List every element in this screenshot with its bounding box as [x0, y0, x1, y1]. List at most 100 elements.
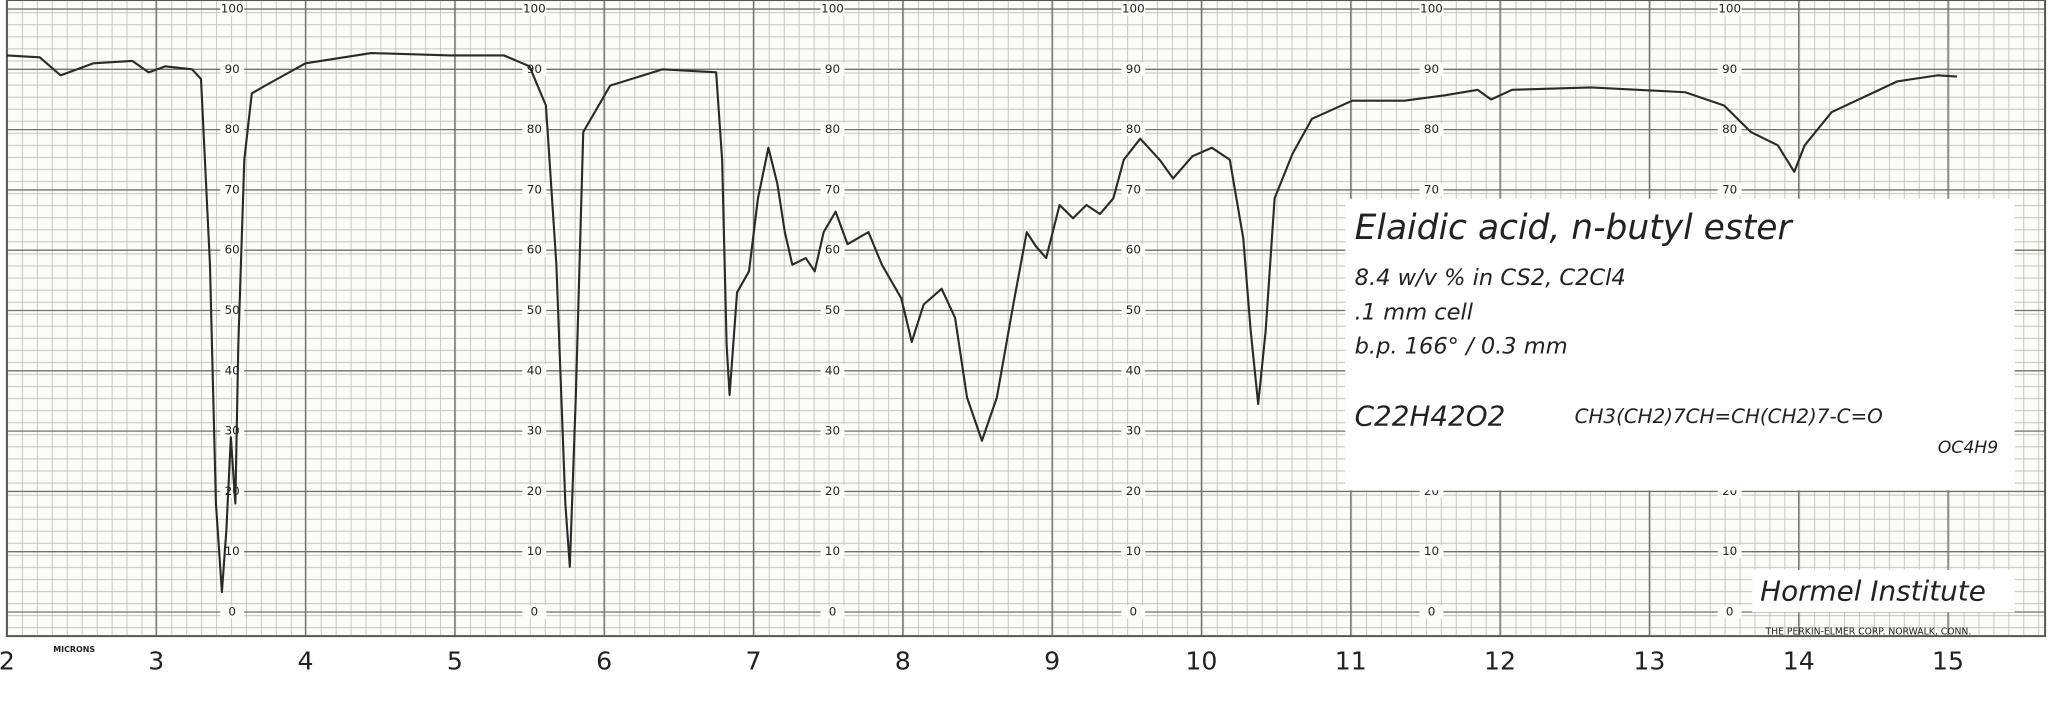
y-label-bg	[220, 545, 245, 559]
y-tick-label: 40	[825, 363, 840, 377]
y-tick-label: 30	[1126, 424, 1141, 438]
y-label-bg	[522, 605, 547, 619]
y-label-bg	[522, 545, 547, 559]
y-tick-label: 10	[1722, 544, 1737, 558]
x-tick-label: 8	[895, 647, 911, 676]
y-label-bg	[1717, 2, 1742, 16]
x-tick-label: 6	[596, 647, 612, 676]
y-label-bg	[820, 484, 845, 499]
y-tick-label: 100	[221, 2, 244, 16]
y-tick-label: 70	[1722, 182, 1737, 196]
y-tick-label: 60	[225, 243, 240, 257]
y-label-bg	[1121, 545, 1146, 559]
y-tick-label: 60	[825, 243, 840, 257]
formula: C22H42O2	[1355, 399, 1506, 432]
y-tick-label: 20	[225, 484, 240, 498]
y-tick-label: 80	[1722, 122, 1737, 136]
y-tick-label: 20	[1126, 484, 1141, 498]
y-tick-label: 40	[225, 363, 240, 377]
compound-name: Elaidic acid, n-butyl ester	[1355, 208, 1794, 248]
y-label-bg	[1419, 123, 1444, 137]
y-tick-label: 10	[225, 544, 240, 558]
y-tick-label: 90	[1126, 62, 1141, 76]
x-tick-label: 15	[1932, 647, 1964, 676]
y-tick-label: 10	[1126, 544, 1141, 558]
y-label-bg	[820, 123, 845, 137]
y-tick-label: 60	[1126, 243, 1141, 257]
y-tick-label: 100	[1718, 2, 1741, 16]
y-tick-label: 40	[1126, 363, 1141, 377]
y-tick-label: 90	[825, 62, 840, 76]
y-label-bg	[1121, 2, 1146, 16]
y-tick-label: 50	[825, 303, 840, 317]
y-tick-label: 30	[825, 424, 840, 438]
y-label-bg	[522, 183, 547, 197]
y-tick-label: 70	[527, 182, 542, 196]
y-tick-label: 100	[1420, 2, 1443, 16]
concentration: 8.4 w/v % in CS2, C2Cl4	[1355, 265, 1626, 291]
y-label-bg	[522, 424, 547, 438]
y-label-bg	[1121, 303, 1146, 318]
x-tick-label: 3	[148, 647, 164, 676]
y-tick-label: 80	[1126, 122, 1141, 136]
y-tick-label: 0	[531, 604, 539, 618]
x-tick-label: 14	[1783, 647, 1815, 676]
y-tick-label: 90	[1722, 62, 1737, 76]
structure: CH3(CH2)7CH=CH(CH2)7-C=O	[1575, 405, 1883, 428]
y-label-bg	[820, 545, 845, 559]
y-tick-label: 80	[527, 122, 542, 136]
y-tick-label: 0	[1130, 604, 1138, 618]
y-label-bg	[1121, 484, 1146, 499]
y-tick-label: 80	[1424, 122, 1439, 136]
y-tick-label: 0	[829, 604, 837, 618]
y-tick-label: 0	[1428, 604, 1436, 618]
y-tick-label: 0	[228, 604, 236, 618]
y-tick-label: 80	[225, 122, 240, 136]
maker: THE PERKIN-ELMER CORP. NORWALK, CONN.	[1764, 627, 1971, 638]
y-tick-label: 50	[1126, 303, 1141, 317]
y-label-bg	[820, 183, 845, 197]
y-tick-label: 40	[527, 363, 542, 377]
y-label-bg	[1121, 183, 1146, 197]
y-tick-label: 10	[527, 544, 542, 558]
x-tick-label: 7	[745, 647, 761, 676]
y-label-bg	[522, 484, 547, 499]
y-tick-label: 90	[1424, 62, 1439, 76]
y-tick-label: 0	[1726, 604, 1734, 618]
x-tick-label: 13	[1633, 647, 1665, 676]
y-tick-label: 70	[1126, 182, 1141, 196]
y-label-bg	[220, 484, 245, 499]
y-tick-label: 100	[523, 2, 546, 16]
y-label-bg	[1419, 545, 1444, 559]
x-axis-label: MICRONS	[53, 645, 95, 654]
y-tick-label: 70	[1424, 182, 1439, 196]
y-label-bg	[220, 605, 245, 619]
y-tick-label: 20	[825, 484, 840, 498]
y-label-bg	[522, 243, 547, 257]
y-label-bg	[1419, 62, 1444, 76]
x-tick-label: 11	[1335, 647, 1367, 676]
y-label-bg	[1717, 183, 1742, 197]
y-tick-label: 50	[527, 303, 542, 317]
annotation-box	[1345, 198, 2015, 491]
y-tick-label: 90	[225, 62, 240, 76]
y-label-bg	[220, 424, 245, 438]
y-label-bg	[1717, 62, 1742, 76]
y-tick-label: 10	[825, 544, 840, 558]
y-label-bg	[220, 123, 245, 137]
y-label-bg	[820, 364, 845, 378]
plot-border	[5, 0, 2047, 638]
y-tick-label: 100	[1122, 2, 1145, 16]
y-label-bg	[820, 2, 845, 16]
y-label-bg	[1121, 243, 1146, 257]
x-tick-label: 12	[1484, 647, 1516, 676]
y-label-bg	[1121, 62, 1146, 76]
y-tick-label: 70	[825, 182, 840, 196]
x-tick-label: 2	[0, 647, 15, 676]
structure-sub: OC4H9	[1938, 438, 1998, 458]
y-label-bg	[220, 243, 245, 257]
x-tick-label: 10	[1185, 647, 1217, 676]
y-label-bg	[1717, 545, 1742, 559]
